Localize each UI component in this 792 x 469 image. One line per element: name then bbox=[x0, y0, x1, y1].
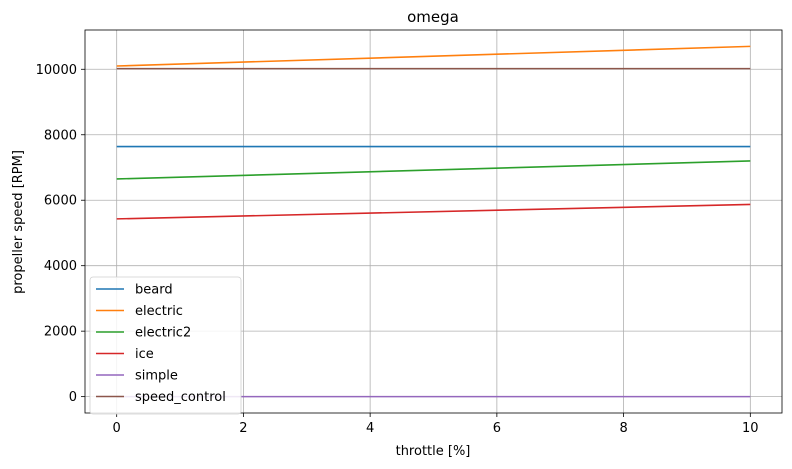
x-axis: 0 2 4 6 8 10 bbox=[113, 413, 759, 436]
y-tick-label: 6000 bbox=[44, 194, 77, 209]
y-tick-label: 0 bbox=[69, 390, 77, 405]
series-line-electric2 bbox=[116, 160, 751, 180]
legend-label: ice bbox=[135, 347, 154, 362]
legend: beard electric electric2 ice simple speed_con… bbox=[89, 276, 242, 415]
x-tick-label: 10 bbox=[742, 421, 759, 436]
legend-label: simple bbox=[135, 369, 178, 384]
x-tick-label: 2 bbox=[239, 421, 247, 436]
y-tick-label: 2000 bbox=[44, 325, 77, 340]
y-tick-label: 8000 bbox=[44, 128, 77, 143]
x-tick-label: 6 bbox=[493, 421, 501, 436]
legend-label: electric2 bbox=[135, 326, 191, 341]
x-axis-label: throttle [%] bbox=[396, 444, 471, 459]
legend-box bbox=[89, 276, 242, 415]
legend-label: speed_control bbox=[135, 390, 226, 405]
y-tick-label: 10000 bbox=[36, 63, 77, 78]
y-axis-label: propeller speed [RPM] bbox=[11, 150, 26, 294]
legend-label: beard bbox=[135, 283, 173, 298]
series-line-electric bbox=[116, 45, 751, 67]
chart-title: omega bbox=[407, 8, 459, 26]
x-tick-label: 0 bbox=[113, 421, 121, 436]
x-tick-label: 8 bbox=[619, 421, 627, 436]
x-tick-label: 4 bbox=[366, 421, 374, 436]
y-tick-label: 4000 bbox=[44, 259, 77, 274]
y-axis: 0 2000 4000 6000 8000 10000 bbox=[36, 63, 85, 405]
legend-label: electric bbox=[135, 304, 183, 319]
plot-area-frame bbox=[84, 29, 783, 414]
series-line-ice bbox=[116, 203, 751, 220]
